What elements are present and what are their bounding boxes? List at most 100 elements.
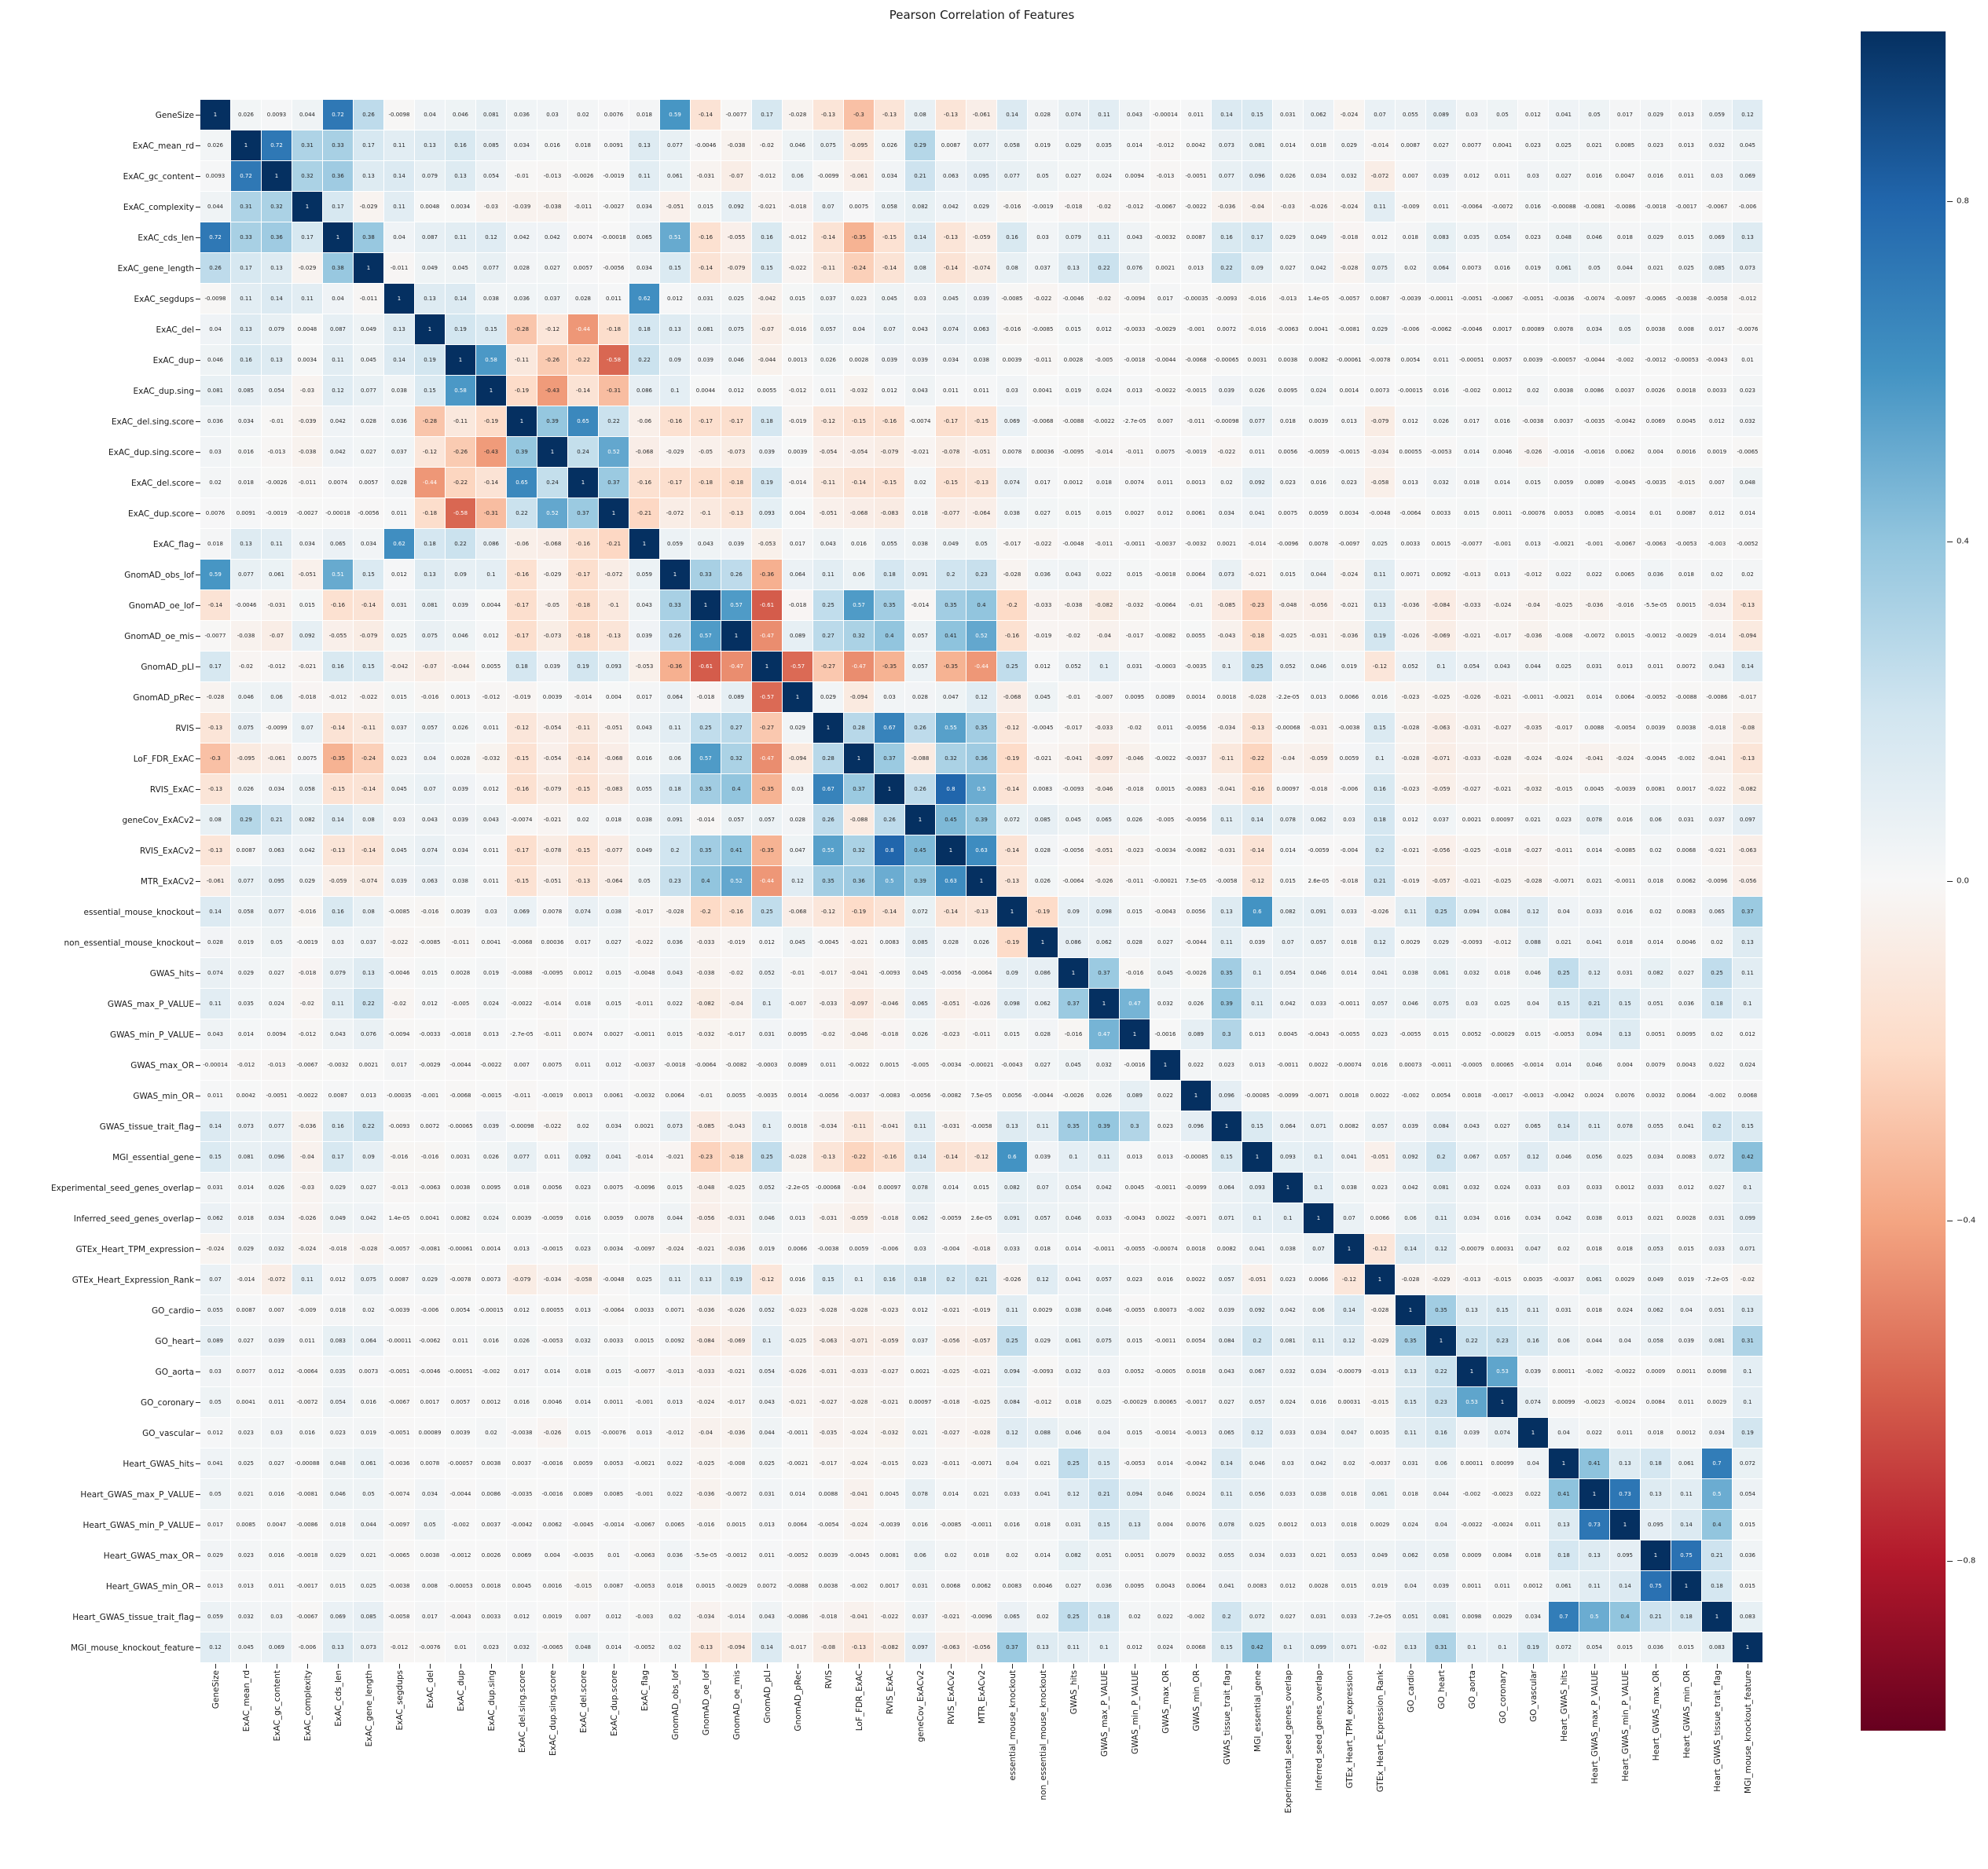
heatmap-cell: 0.019 (476, 958, 506, 988)
heatmap-cell: 0.034 (1304, 1418, 1333, 1448)
heatmap-cell: 0.011 (568, 1050, 598, 1080)
heatmap-cell: -0.0022 (1181, 192, 1211, 222)
x-tick-mark (828, 1664, 829, 1669)
heatmap-cell: -0.26 (446, 437, 475, 467)
heatmap-cell: 0.17 (752, 100, 782, 130)
heatmap-cell: 0.013 (1120, 1142, 1150, 1172)
x-tick-label-text: GWAS_max_P_VALUE (1099, 1670, 1110, 1757)
heatmap-cell: -0.027 (1487, 713, 1517, 743)
heatmap-cell: 0.75 (1671, 1540, 1701, 1570)
heatmap-cell: 1 (905, 805, 935, 835)
heatmap-cell: 0.012 (1671, 1173, 1701, 1203)
heatmap-cell: 0.13 (1120, 1510, 1150, 1540)
heatmap-cell: 0.013 (660, 1387, 690, 1417)
heatmap-cell: -0.0086 (1702, 682, 1732, 712)
heatmap-cell: 0.021 (354, 1540, 383, 1570)
heatmap-cell: -0.006 (1334, 774, 1364, 804)
heatmap-cell: 0.0085 (231, 1510, 261, 1540)
heatmap-cell: 0.069 (1702, 222, 1732, 252)
heatmap-cell: -0.071 (844, 1326, 874, 1356)
heatmap-cell: -0.009 (1396, 192, 1425, 222)
heatmap-cell: 0.024 (1610, 1295, 1640, 1325)
heatmap-cell: -0.011 (1028, 345, 1058, 375)
heatmap-cell: 0.02 (354, 1295, 383, 1325)
heatmap-cell: 0.023 (1365, 1019, 1395, 1049)
heatmap-cell: 0.32 (721, 744, 751, 773)
heatmap-cell: -0.024 (1549, 744, 1579, 773)
heatmap-cell: 0.36 (262, 222, 292, 252)
heatmap-cell: -0.00018 (599, 222, 629, 252)
y-tick-label: GTEx_Heart_Expression_Rank (72, 1275, 194, 1285)
heatmap-cell: 0.13 (997, 1111, 1027, 1141)
heatmap-cell: -0.023 (1396, 774, 1425, 804)
heatmap-cell: 0.11 (1028, 1111, 1058, 1141)
heatmap-cell: -0.0054 (813, 1510, 843, 1540)
heatmap-cell: -0.0082 (936, 1081, 966, 1111)
heatmap-cell: 0.038 (1304, 1479, 1333, 1509)
heatmap-cell: -0.024 (1518, 744, 1548, 773)
heatmap-cell: -0.0067 (629, 1510, 659, 1540)
heatmap-cell: 0.041 (1242, 1234, 1272, 1264)
heatmap-cell: -0.0055 (1334, 1019, 1364, 1049)
heatmap-cell: 0.054 (262, 376, 292, 406)
heatmap-cell: -0.022 (354, 682, 383, 712)
heatmap-cell: 0.1 (1733, 1173, 1762, 1203)
heatmap-cell: -0.042 (752, 284, 782, 314)
heatmap-cell: 0.075 (721, 314, 751, 344)
heatmap-cell: -0.021 (1334, 590, 1364, 620)
heatmap-cell: 0.0078 (629, 1203, 659, 1233)
y-tick-label: GO_aorta (155, 1367, 194, 1377)
heatmap-cell: 0.55 (936, 713, 966, 743)
heatmap-cell: 0.016 (1487, 406, 1517, 436)
heatmap-cell: 0.0021 (905, 1357, 935, 1386)
y-tick-label: ExAC_del (156, 325, 194, 335)
heatmap-cell: 0.16 (997, 222, 1027, 252)
heatmap-cell: 0.0015 (1426, 529, 1456, 559)
heatmap-cell: 0.0082 (1334, 1111, 1364, 1141)
heatmap-cell: -0.056 (966, 1632, 996, 1662)
heatmap-cell: -0.0097 (384, 1510, 414, 1540)
heatmap-cell: 0.0021 (1457, 805, 1487, 835)
heatmap-cell: 0.00031 (1334, 1387, 1364, 1417)
heatmap-cell: 0.39 (905, 866, 935, 896)
heatmap-cell: 0.014 (537, 1357, 567, 1386)
heatmap-cell: 0.0038 (415, 1540, 445, 1570)
y-axis-labels: GeneSize ExAC_mean_rd ExAC_gc_content ExAC_… (0, 100, 194, 1663)
heatmap-cell: 1 (323, 222, 353, 252)
heatmap-cell: 0.0021 (1212, 529, 1242, 559)
heatmap-cell: -0.002 (1457, 376, 1487, 406)
heatmap-cell: 0.095 (1610, 1540, 1640, 1570)
heatmap-cell: 0.045 (936, 284, 966, 314)
heatmap-cell: 0.0088 (1579, 713, 1609, 743)
heatmap-cell: -0.0088 (1671, 682, 1701, 712)
x-tick-label: ExAC_gc_content (262, 1670, 292, 1867)
heatmap-cell: -0.024 (844, 1510, 874, 1540)
heatmap-cell: -0.054 (844, 437, 874, 467)
heatmap-cell: -0.029 (1365, 1326, 1395, 1356)
heatmap-cell: -0.032 (844, 376, 874, 406)
heatmap-cell: -0.002 (1396, 1081, 1425, 1111)
heatmap-cell: 0.013 (1150, 1142, 1180, 1172)
heatmap-cell: -0.064 (599, 866, 629, 896)
heatmap-cell: -0.0019 (262, 498, 292, 528)
heatmap-cell: 0.057 (905, 621, 935, 651)
heatmap-cell: 0.014 (599, 1632, 629, 1662)
heatmap-cell: 0.045 (1733, 130, 1762, 160)
heatmap-cell: 0.00036 (1028, 437, 1058, 467)
heatmap-cell: 0.13 (231, 314, 261, 344)
heatmap-cell: 0.026 (1273, 161, 1303, 191)
heatmap-cell: 0.055 (1396, 100, 1425, 130)
heatmap-cell: -0.013 (1457, 1265, 1487, 1294)
heatmap-cell: 0.012 (599, 1050, 629, 1080)
heatmap-cell: 0.018 (231, 468, 261, 498)
heatmap-cell: 0.036 (384, 406, 414, 436)
x-axis-labels: GeneSize ExAC_mean_rd ExAC_gc_content ExAC_… (200, 1670, 1763, 1867)
heatmap-cell: 0.72 (262, 130, 292, 160)
heatmap-cell: 0.0068 (936, 1571, 966, 1601)
x-tick-label-text: ExAC_del.sing.score (517, 1670, 527, 1753)
heatmap-cell: 0.0092 (1426, 560, 1456, 589)
heatmap-cell: -0.12 (1242, 866, 1272, 896)
heatmap-cell: 0.0013 (783, 345, 812, 375)
heatmap-cell: 0.23 (1487, 1326, 1517, 1356)
heatmap-cell: 0.054 (752, 1357, 782, 1386)
